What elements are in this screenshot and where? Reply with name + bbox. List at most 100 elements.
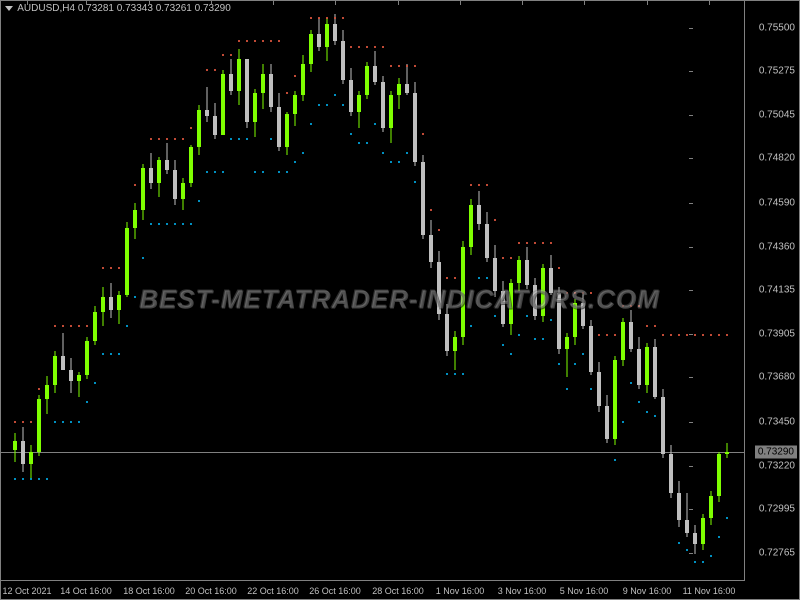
candle [685,493,689,537]
y-label: 0.74820 [759,153,795,164]
resistance-dot [582,292,584,294]
candle [389,91,393,143]
y-label: 0.74360 [759,241,795,252]
resistance-dot [22,421,24,423]
resistance-dot [422,133,424,135]
support-dot [118,353,120,355]
candle [165,143,169,174]
support-dot [390,161,392,163]
x-label: 5 Nov 16:00 [560,586,609,596]
resistance-dot [182,138,184,140]
support-dot [86,401,88,403]
candle [661,389,665,458]
support-dot [462,373,464,375]
x-label: 11 Nov 16:00 [683,586,736,596]
candle [477,191,481,229]
resistance-dot [262,40,264,42]
candle [701,514,705,550]
candle [541,264,545,322]
support-dot [30,478,32,480]
support-dot [270,138,272,140]
resistance-dot [558,267,560,269]
support-dot [22,478,24,480]
resistance-dot [230,54,232,56]
support-dot [14,478,16,480]
resistance-dot [390,65,392,67]
candle [669,445,673,499]
candle [237,49,241,105]
y-label: 0.74590 [759,197,795,208]
candle [461,241,465,345]
candle [709,491,713,526]
support-dot [542,338,544,340]
candle [21,427,25,471]
candle [437,251,441,320]
y-label: 0.73905 [759,329,795,340]
candle [173,160,177,204]
support-dot [310,123,312,125]
y-label: 0.75500 [759,22,795,33]
support-dot [510,353,512,355]
support-dot [374,123,376,125]
candle [677,481,681,527]
candle [597,362,601,412]
candle [653,339,657,399]
y-label: 0.73450 [759,416,795,427]
candle [101,287,105,325]
resistance-dot [342,17,344,19]
y-label: 0.75045 [759,110,795,121]
support-dot [158,223,160,225]
candle [397,78,401,109]
candle [277,93,281,151]
resistance-dot [526,242,528,244]
support-dot [318,104,320,106]
resistance-dot [246,40,248,42]
support-dot [518,334,520,336]
resistance-dot [494,219,496,221]
resistance-dot [102,267,104,269]
resistance-dot [438,229,440,231]
resistance-dot [134,184,136,186]
candle [197,105,201,155]
support-dot [702,561,704,563]
support-dot [166,223,168,225]
candle [245,59,249,128]
support-dot [286,171,288,173]
support-dot [366,142,368,144]
candle [213,103,217,139]
support-dot [646,411,648,413]
support-dot [254,171,256,173]
support-dot [382,152,384,154]
support-dot [78,421,80,423]
candle [693,525,697,554]
resistance-dot [606,334,608,336]
candle [269,64,273,112]
support-dot [262,171,264,173]
support-dot [302,152,304,154]
support-dot [470,325,472,327]
candle [581,293,585,329]
resistance-dot [286,92,288,94]
candle [501,281,505,327]
support-dot [622,421,624,423]
support-dot [694,561,696,563]
resistance-dot [14,421,16,423]
resistance-dot [702,334,704,336]
resistance-dot [518,242,520,244]
candle [365,62,369,98]
resistance-dot [398,65,400,67]
resistance-dot [534,242,536,244]
resistance-dot [62,325,64,327]
resistance-dot [366,46,368,48]
support-dot [206,171,208,173]
resistance-dot [382,46,384,48]
resistance-dot [614,334,616,336]
chart-area[interactable] [1,1,745,581]
support-dot [710,555,712,557]
candle [445,304,449,356]
support-dot [630,382,632,384]
resistance-dot [542,242,544,244]
candle [109,283,113,318]
candle [429,220,433,268]
candle [301,55,305,101]
